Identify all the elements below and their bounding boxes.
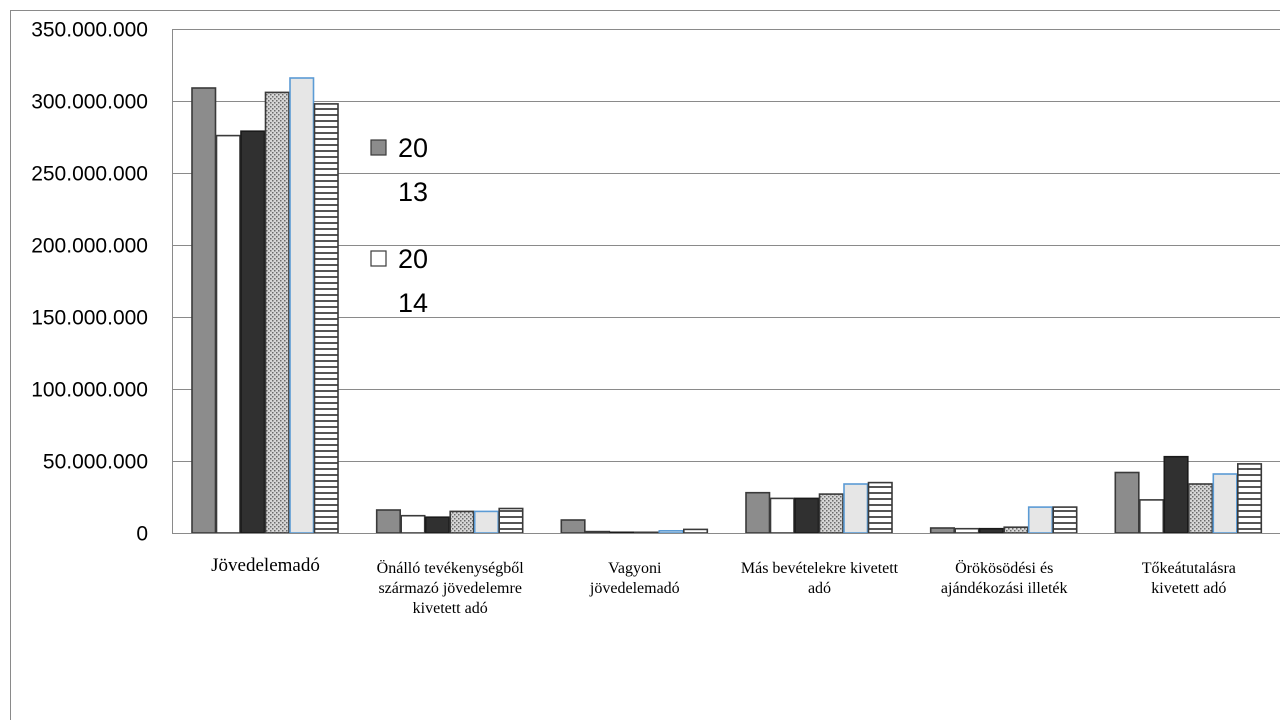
bar-series-1-cat-6 <box>1114 471 1140 534</box>
gridlines <box>172 29 1280 462</box>
chart-frame <box>10 10 1280 720</box>
bar-series-4-cat-3 <box>633 531 660 534</box>
bar-series-6-cat-4 <box>867 481 893 534</box>
y-tick-label: 350.000.000 <box>31 19 148 42</box>
legend-swatch <box>370 139 387 156</box>
bar-series-6-cat-3 <box>682 528 709 534</box>
bar-series-4-cat-4 <box>818 493 844 534</box>
legend-swatch <box>370 250 387 267</box>
bar-series-1-cat-5 <box>929 527 956 534</box>
legend-label: 20 13 <box>398 133 428 207</box>
bar-series-6-cat-6 <box>1237 463 1263 534</box>
bar-series-4-cat-6 <box>1188 483 1214 534</box>
bars <box>191 77 1263 534</box>
bar-series-5-cat-3 <box>658 529 684 534</box>
bar-series-2-cat-4 <box>769 497 795 534</box>
y-tick-label: 250.000.000 <box>31 163 148 186</box>
bar-series-5-cat-1 <box>289 77 315 534</box>
category-label: Tőkeátutalásra kivetett adó <box>1142 560 1236 597</box>
bar-series-5-cat-6 <box>1212 473 1238 534</box>
bar-series-6-cat-2 <box>498 507 524 534</box>
bar-series-5-cat-2 <box>473 510 500 534</box>
y-tick-label: 200.000.000 <box>31 235 148 258</box>
bar-series-1-cat-1 <box>191 87 217 534</box>
y-tick-label: 150.000.000 <box>31 307 148 330</box>
y-tick-label: 50.000.000 <box>43 451 148 474</box>
bar-series-4-cat-2 <box>449 510 475 534</box>
y-axis-ticks: 0 50.000.000 100.000.000 150.000.000 200.000… <box>31 19 148 546</box>
category-label: Örökösödési és ajándékozási illeték <box>941 559 1068 597</box>
bar-series-5-cat-4 <box>843 483 869 534</box>
bar-series-1-cat-2 <box>375 509 402 534</box>
category-label: Más bevételekre kivetett adó <box>741 560 899 597</box>
bar-series-2-cat-2 <box>400 514 426 534</box>
y-tick-label: 100.000.000 <box>31 379 148 402</box>
bar-series-3-cat-5 <box>978 527 1005 534</box>
bar-series-3-cat-1 <box>240 130 266 534</box>
category-label: Önálló tevékenységből származó jövedelemr… <box>377 559 525 617</box>
legend-label: 20 14 <box>398 244 428 318</box>
category-label: Jövedelemadó <box>211 555 320 576</box>
bar-series-3-cat-3 <box>609 531 635 534</box>
bar-series-2-cat-1 <box>215 134 241 534</box>
bar-series-6-cat-5 <box>1052 506 1078 534</box>
bar-series-4-cat-1 <box>264 91 290 534</box>
bar-series-1-cat-3 <box>560 519 586 534</box>
y-tick-label: 0 <box>136 523 148 546</box>
bar-series-5-cat-5 <box>1027 506 1053 534</box>
bar-series-1-cat-4 <box>745 491 771 534</box>
legend: 20 13 20 14 <box>370 133 428 318</box>
bar-series-2-cat-5 <box>954 527 980 534</box>
bar-series-3-cat-2 <box>424 516 451 534</box>
bar-series-4-cat-5 <box>1003 526 1029 534</box>
bar-series-2-cat-6 <box>1139 499 1165 534</box>
bar-series-2-cat-3 <box>584 530 611 534</box>
bar-series-3-cat-4 <box>794 497 820 534</box>
bar-series-3-cat-6 <box>1163 455 1189 534</box>
category-label: Vagyoni jövedelemadó <box>589 560 680 597</box>
bar-series-6-cat-1 <box>313 103 339 534</box>
y-tick-label: 300.000.000 <box>31 91 148 114</box>
category-labels: Jövedelemadó Önálló tevékenységből származ… <box>211 555 1236 617</box>
